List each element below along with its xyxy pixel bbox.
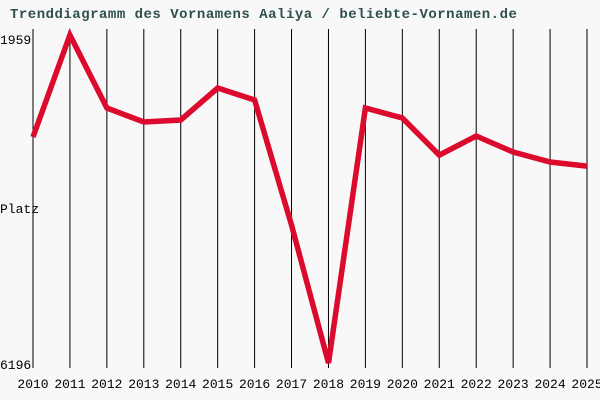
x-axis-label-2019: 2019 xyxy=(349,377,381,392)
y-axis-max-label: 1959 xyxy=(0,33,32,48)
gridlines xyxy=(32,29,588,368)
x-axis-label-2014: 2014 xyxy=(165,377,197,392)
x-axis-label-2013: 2013 xyxy=(128,377,160,392)
x-axis-label-2011: 2011 xyxy=(54,377,86,392)
x-axis-label-2022: 2022 xyxy=(460,377,492,392)
x-axis-label-2016: 2016 xyxy=(238,377,271,392)
x-axis-label-2015: 2015 xyxy=(202,377,234,392)
chart-title: Trenddiagramm des Vornamens Aaliya / bel… xyxy=(10,7,518,23)
y-axis-min-label: 6196 xyxy=(0,358,32,373)
x-axis-label-2012: 2012 xyxy=(91,377,123,392)
x-axis-label-2024: 2024 xyxy=(534,377,566,392)
x-axis-label-2025: 2025 xyxy=(571,377,600,392)
trend-line xyxy=(30,28,588,364)
x-axis-label-2021: 2021 xyxy=(423,377,455,392)
x-axis-label-2023: 2023 xyxy=(497,377,529,392)
x-axis-label-2018: 2018 xyxy=(312,377,345,392)
x-axis-label-2017: 2017 xyxy=(275,377,308,392)
x-axis-label-2010: 2010 xyxy=(17,377,49,392)
x-axis-label-2020: 2020 xyxy=(386,377,418,392)
